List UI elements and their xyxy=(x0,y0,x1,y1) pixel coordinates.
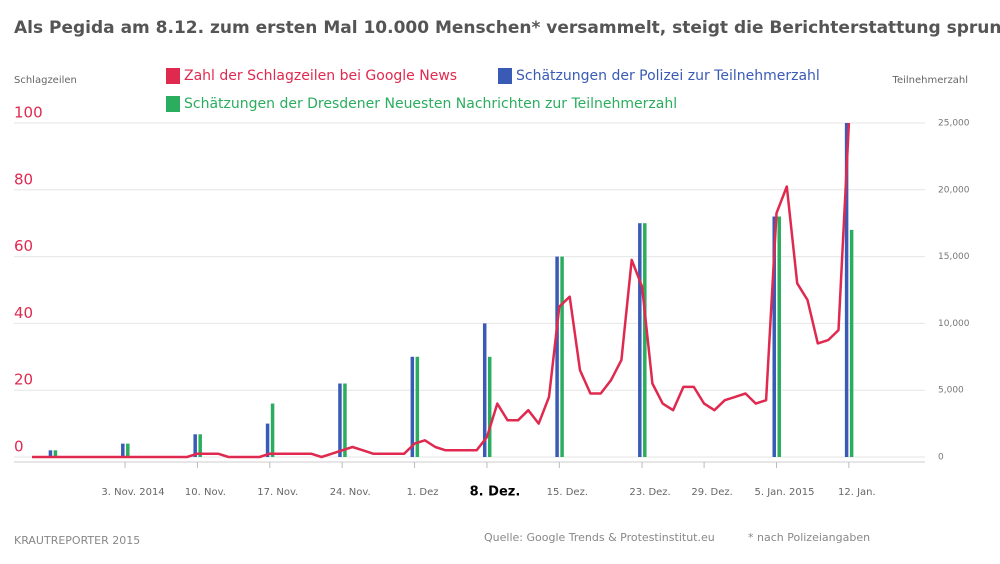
legend-label: Schätzungen der Dresdener Neuesten Nachr… xyxy=(184,96,677,112)
bar xyxy=(53,450,58,457)
y2-tick-label: 10,000 xyxy=(938,319,970,329)
bar xyxy=(415,356,420,457)
y2-tick-label: 15,000 xyxy=(938,252,970,262)
bar xyxy=(410,356,415,457)
x-tick-label: 15. Dez. xyxy=(547,487,588,498)
bar xyxy=(777,216,781,457)
x-tick-label: 24. Nov. xyxy=(330,487,371,498)
bar xyxy=(487,356,492,457)
x-tick-label: 17. Nov. xyxy=(257,487,298,498)
bar xyxy=(482,323,487,457)
x-tick-label: 23. Dez. xyxy=(629,487,670,498)
y-tick-label: 40 xyxy=(14,304,33,322)
bar xyxy=(48,450,53,457)
x-tick-label: 1. Dez xyxy=(407,487,439,498)
legend-label: Schätzungen der Polizei zur Teilnehmerza… xyxy=(516,68,820,84)
bar xyxy=(638,223,642,457)
x-tick-label: 3. Nov. 2014 xyxy=(101,487,164,498)
footnote: * nach Polizeiangaben xyxy=(748,531,870,544)
bar xyxy=(193,434,197,457)
legend-swatch xyxy=(166,68,180,84)
bar xyxy=(844,123,849,457)
bar xyxy=(338,383,342,457)
chart-title: Als Pegida am 8.12. zum ersten Mal 10.00… xyxy=(14,18,1000,38)
y-tick-label: 100 xyxy=(14,104,43,122)
y-tick-label: 0 xyxy=(14,438,24,456)
line xyxy=(32,122,851,459)
bar xyxy=(270,403,275,457)
bar xyxy=(265,423,270,457)
x-tick-label: 29. Dez. xyxy=(691,487,732,498)
y-tick-label: 60 xyxy=(14,237,33,255)
x-tick-label: 8. Dez. xyxy=(470,485,521,500)
bar xyxy=(198,434,202,457)
credit: KRAUTREPORTER 2015 xyxy=(14,534,140,547)
bar xyxy=(560,256,564,457)
bar xyxy=(643,223,647,457)
legend-swatch xyxy=(498,68,512,84)
bar xyxy=(772,216,776,457)
bar xyxy=(121,443,125,457)
y2-tick-label: 5,000 xyxy=(938,386,964,396)
source: Quelle: Google Trends & Protestinstitut.… xyxy=(484,531,715,544)
legend-label: Zahl der Schlagzeilen bei Google News xyxy=(184,68,457,84)
x-tick-label: 5. Jan. 2015 xyxy=(755,487,815,498)
y2-tick-label: 20,000 xyxy=(938,185,970,195)
y2-tick-label: 25,000 xyxy=(938,119,970,129)
bar xyxy=(555,256,559,457)
y-axis-title: Schlagzeilen xyxy=(14,75,77,86)
bar xyxy=(343,383,347,457)
y2-tick-label: 0 xyxy=(938,453,944,463)
bar xyxy=(849,229,854,457)
legend-swatch xyxy=(166,96,180,112)
x-tick-label: 12. Jan. xyxy=(838,487,876,498)
y2-axis-title: Teilnehmerzahl xyxy=(892,75,968,86)
bar xyxy=(126,443,130,457)
y-tick-label: 20 xyxy=(14,371,33,389)
x-tick-label: 10. Nov. xyxy=(185,487,226,498)
y-tick-label: 80 xyxy=(14,170,33,188)
